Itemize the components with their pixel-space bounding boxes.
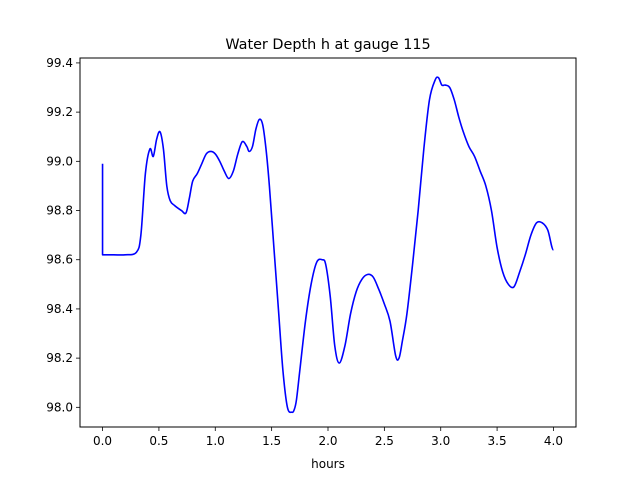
chart-title: Water Depth h at gauge 115 (225, 37, 430, 53)
x-tick-label: 4.0 (544, 434, 563, 448)
x-tick-label: 0.5 (149, 434, 168, 448)
x-tick-label: 2.0 (318, 434, 337, 448)
y-tick-label: 99.2 (46, 105, 73, 119)
x-tick-label: 0.0 (93, 434, 112, 448)
y-tick-label: 99.0 (46, 154, 73, 168)
x-axis-label: hours (311, 457, 345, 471)
x-tick-label: 3.5 (488, 434, 507, 448)
y-tick-label: 98.2 (46, 351, 73, 365)
y-tick-label: 98.6 (46, 253, 73, 267)
plot-area (101, 76, 555, 414)
x-tick-label: 1.5 (262, 434, 281, 448)
series-line (101, 76, 555, 414)
y-axis: 98.0 98.2 98.4 98.6 98.8 99.0 99.2 99.4 (46, 56, 80, 414)
x-axis: 0.0 0.5 1.0 1.5 2.0 2.5 3.0 3.5 4.0 (93, 427, 563, 448)
y-tick-label: 98.4 (46, 302, 73, 316)
x-tick-label: 1.0 (206, 434, 225, 448)
y-tick-label: 99.4 (46, 56, 73, 70)
y-tick-label: 98.0 (46, 400, 73, 414)
y-tick-label: 98.8 (46, 204, 73, 218)
x-tick-label: 2.5 (375, 434, 394, 448)
x-tick-label: 3.0 (431, 434, 450, 448)
